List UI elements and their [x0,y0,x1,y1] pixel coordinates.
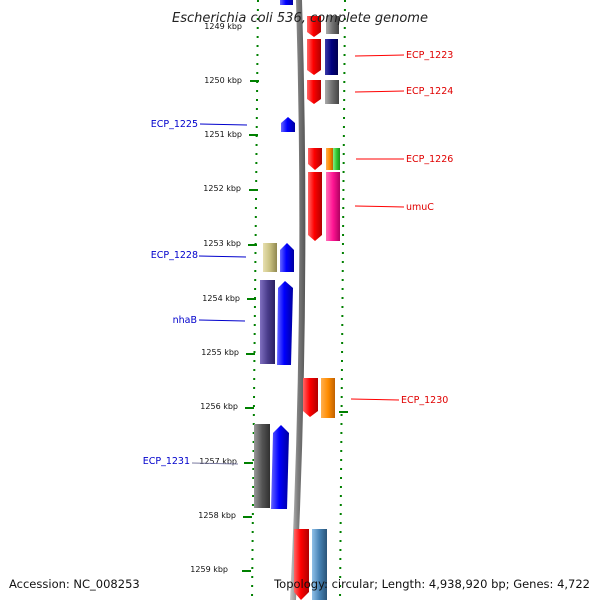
genome-backbone [290,0,306,600]
gene-umuc[interactable] [308,172,322,241]
gene-ecp-1223[interactable] [307,39,321,75]
gene-nhab[interactable] [277,281,293,365]
gene-ecp-1224-cog[interactable] [325,80,339,104]
tick-label: 1249 kbp [204,22,242,31]
gene-ecp-1222b[interactable] [326,16,339,34]
gene-ecp-1230-cog[interactable] [321,378,335,418]
gene-ecp-1232[interactable] [294,529,309,600]
tick-labels: 1249 kbp 1250 kbp 1251 kbp 1252 kbp 1253… [190,22,242,574]
gene-ecp-1225[interactable] [281,117,295,132]
tick-label: 1257 kbp [199,457,237,466]
tick-label: 1252 kbp [203,184,241,193]
forward-genes [294,16,340,600]
tick-label: 1251 kbp [204,130,242,139]
tick-label: 1256 kbp [200,402,238,411]
label-ecp-1224[interactable]: ECP_1224 [406,86,453,97]
tick-label: 1255 kbp [201,348,239,357]
gene-ecp-1232-cog[interactable] [312,529,327,600]
gene-ecp-1226-cog-a[interactable] [326,148,333,170]
reverse-genes [254,0,295,509]
gene-ecp-1228[interactable] [280,243,294,272]
label-ecp-1231[interactable]: ECP_1231 [143,456,190,467]
gene-ecp-1231[interactable] [271,425,289,509]
gene-ecp-1221[interactable] [280,0,293,5]
label-ecp-1230[interactable]: ECP_1230 [401,395,448,406]
tick-label: 1254 kbp [202,294,240,303]
label-ecp-1228[interactable]: ECP_1228 [151,250,198,261]
label-ecp-1225[interactable]: ECP_1225 [151,119,198,130]
gene-labels: ECP_1223 ECP_1224 ECP_1225 ECP_1226 umuC… [143,50,454,467]
gene-ecp-1223-cog[interactable] [325,39,338,75]
tick-label: 1259 kbp [190,565,228,574]
map-title: Escherichia coli 536, complete genome [172,11,428,26]
label-ecp-1223[interactable]: ECP_1223 [406,50,453,61]
gene-umuc-cog[interactable] [326,172,340,241]
ruler-ticks [242,80,348,572]
forward-track-dots [339,0,346,600]
label-nhab[interactable]: nhaB [173,315,197,326]
tick-label: 1250 kbp [204,76,242,85]
label-umuc[interactable]: umuC [406,202,434,213]
tick-label: 1258 kbp [198,511,236,520]
gene-nhab-cog[interactable] [260,280,275,364]
topology-text: Topology: circular; Length: 4,938,920 bp… [274,577,590,591]
gene-ecp-1226-cog-b[interactable] [333,148,340,170]
gene-ecp-1224[interactable] [307,80,321,104]
label-ecp-1226[interactable]: ECP_1226 [406,154,453,165]
tick-label: 1253 kbp [203,239,241,248]
gene-ecp-1230[interactable] [303,378,318,417]
accession-text: Accession: NC_008253 [9,577,140,591]
gene-ecp-1228-cog[interactable] [263,243,277,272]
leader-lines [191,54,405,465]
reverse-track-dots [251,0,259,600]
gene-ecp-1222[interactable] [307,16,321,37]
gene-ecp-1231-cog[interactable] [254,424,270,508]
gene-ecp-1226[interactable] [308,148,322,170]
